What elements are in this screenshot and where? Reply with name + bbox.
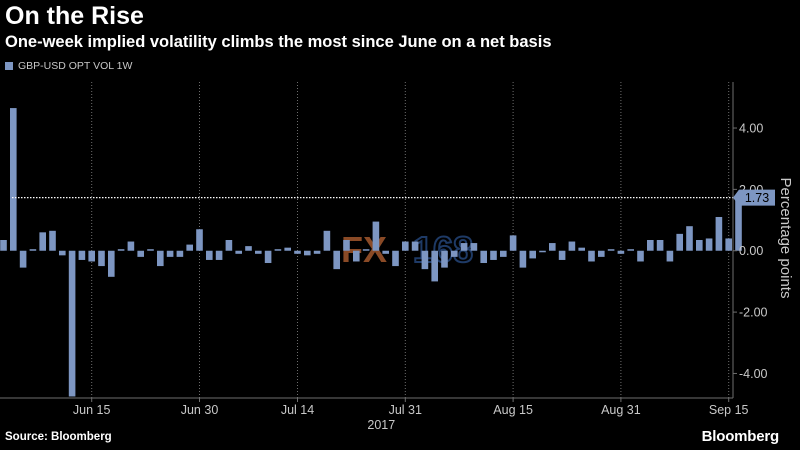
x-year-label: 2017 xyxy=(367,418,395,432)
data-bar xyxy=(500,250,507,257)
data-bar xyxy=(108,250,115,277)
data-bar xyxy=(460,243,468,251)
data-bar xyxy=(137,250,144,257)
legend: GBP-USD OPT VOL 1W xyxy=(5,60,132,72)
chart-title: On the Rise xyxy=(5,2,144,30)
data-bar xyxy=(676,233,683,251)
data-bar xyxy=(353,250,360,262)
data-bar xyxy=(519,250,527,268)
data-bar xyxy=(245,246,252,251)
data-bar xyxy=(362,249,370,251)
data-bar xyxy=(627,249,634,251)
data-bar xyxy=(372,221,380,251)
y-tick-label: -4.00 xyxy=(739,367,768,381)
y-tick-label: 4.00 xyxy=(739,122,763,136)
data-bar xyxy=(431,250,438,282)
x-tick-label: Aug 15 xyxy=(493,403,533,417)
data-bar xyxy=(666,250,674,262)
data-bar xyxy=(343,240,350,251)
data-bar xyxy=(558,250,566,260)
data-bar xyxy=(206,250,213,260)
data-bar xyxy=(39,232,46,251)
data-bar xyxy=(333,250,340,270)
data-bar xyxy=(637,250,644,262)
x-tick-label: Sep 15 xyxy=(709,403,749,417)
y-axis-title: Percentage points xyxy=(777,178,794,299)
data-bar xyxy=(490,250,497,260)
data-bar xyxy=(147,249,154,251)
data-bar xyxy=(29,249,37,251)
data-bar xyxy=(264,250,272,264)
data-bar xyxy=(588,250,595,262)
data-bar xyxy=(578,247,585,251)
x-tick-label: Jul 14 xyxy=(281,403,314,417)
data-bar xyxy=(539,250,546,253)
data-bar xyxy=(196,229,203,251)
data-bar xyxy=(480,250,487,264)
source-note: Source: Bloomberg xyxy=(5,431,112,443)
data-bar xyxy=(402,241,409,251)
x-tick-label: Jun 30 xyxy=(181,403,219,417)
data-bar xyxy=(696,240,703,251)
data-bar xyxy=(59,250,66,256)
data-bar xyxy=(10,108,17,251)
y-tick-label: 0.00 xyxy=(739,244,763,258)
data-bar xyxy=(656,240,664,251)
data-bar xyxy=(274,249,282,251)
data-bar xyxy=(421,250,429,270)
data-bar xyxy=(451,250,458,257)
last-value-badge xyxy=(733,189,775,206)
chart-subtitle: One-week implied volatility climbs the m… xyxy=(5,33,552,51)
data-bar xyxy=(313,250,321,254)
x-tick-label: Jul 31 xyxy=(389,403,422,417)
data-bar xyxy=(529,250,536,259)
data-bar xyxy=(392,250,399,267)
data-bar xyxy=(127,241,135,251)
data-bar xyxy=(235,250,242,254)
data-bar xyxy=(304,250,311,256)
data-bar xyxy=(0,240,7,251)
data-bar xyxy=(176,250,184,257)
bloomberg-logo: Bloomberg xyxy=(701,428,780,445)
data-bar xyxy=(323,230,331,251)
data-bar xyxy=(49,230,56,251)
data-bar xyxy=(705,238,713,251)
data-bar xyxy=(509,235,517,251)
data-bar xyxy=(686,226,693,251)
y-tick-label: -2.00 xyxy=(739,306,768,320)
data-bar xyxy=(607,249,615,251)
data-bar xyxy=(411,241,419,251)
data-bar xyxy=(88,250,95,262)
x-tick-label: Aug 31 xyxy=(601,403,641,417)
data-bar xyxy=(284,247,291,251)
legend-label: GBP-USD OPT VOL 1W xyxy=(18,60,133,72)
x-tick-label: Jun 15 xyxy=(73,403,111,417)
data-bar xyxy=(78,250,86,260)
data-bar xyxy=(470,243,478,251)
data-bar xyxy=(598,250,605,257)
data-bar xyxy=(225,240,233,251)
data-bar xyxy=(255,250,262,254)
data-bar xyxy=(382,250,389,254)
data-bar xyxy=(19,250,27,268)
data-bar xyxy=(549,243,556,251)
legend-swatch xyxy=(5,62,13,70)
data-bar xyxy=(725,238,732,251)
data-bar xyxy=(98,250,105,267)
data-bar xyxy=(441,250,448,268)
last-value-label: 1.73 xyxy=(745,191,769,205)
data-bar xyxy=(647,240,654,251)
data-bar xyxy=(215,250,223,260)
data-bar xyxy=(157,250,164,267)
data-bar xyxy=(617,250,625,254)
data-bar xyxy=(68,250,76,397)
data-bar xyxy=(166,250,174,257)
data-bar xyxy=(735,197,742,251)
data-bar xyxy=(715,216,723,251)
data-bar xyxy=(568,241,576,251)
data-bar xyxy=(294,250,301,254)
data-bar xyxy=(117,249,125,251)
data-bar xyxy=(186,244,193,251)
